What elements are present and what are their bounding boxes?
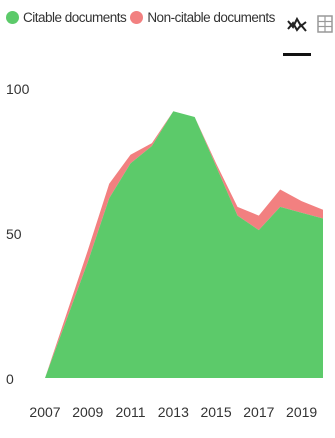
area-chart-icon xyxy=(287,16,307,32)
view-toolbar xyxy=(283,6,335,56)
chart-legend: Citable documents Non-citable documents xyxy=(6,10,279,25)
x-tick-label-2013: 2013 xyxy=(158,404,189,420)
x-tick-label-2019: 2019 xyxy=(286,404,317,420)
legend-label-citable: Citable documents xyxy=(23,10,127,25)
y-tick-label-50: 50 xyxy=(6,226,22,242)
area-series-non-citable-documents xyxy=(45,111,323,378)
legend-item-non-citable[interactable]: Non-citable documents xyxy=(130,10,275,25)
x-tick-label-2011: 2011 xyxy=(115,404,145,420)
y-tick-label-100: 100 xyxy=(6,81,30,97)
table-view-button[interactable] xyxy=(315,10,335,38)
legend-swatch-citable xyxy=(6,11,19,24)
legend-swatch-non-citable xyxy=(130,11,144,24)
chart-view-button[interactable] xyxy=(283,10,311,38)
active-view-indicator xyxy=(283,53,311,56)
legend-label-non-citable: Non-citable documents xyxy=(147,10,275,25)
x-tick-label-2015: 2015 xyxy=(200,404,231,420)
x-tick-label-2017: 2017 xyxy=(243,404,274,420)
y-tick-label-0: 0 xyxy=(6,371,14,387)
area-series-citable-documents xyxy=(45,111,323,378)
table-icon xyxy=(317,15,333,33)
x-tick-label-2007: 2007 xyxy=(29,404,60,420)
x-tick-label-2009: 2009 xyxy=(72,404,103,420)
legend-item-citable[interactable]: Citable documents xyxy=(6,10,127,25)
